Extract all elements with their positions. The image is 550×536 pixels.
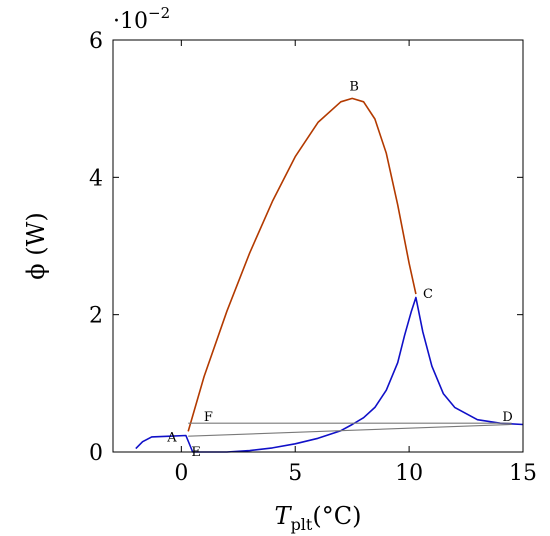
x-axis-label: Tplt(°C) <box>275 502 362 534</box>
axis-ticks: 0 5 10 15 0 2 4 6 <box>89 29 537 486</box>
x-tick-label: 5 <box>288 461 302 486</box>
point-label-f: F <box>204 410 213 425</box>
y-scale-factor: ·10−2 <box>113 4 170 34</box>
y-scale-base: ·10 <box>113 9 148 34</box>
point-label-a: A <box>166 431 177 446</box>
x-axis-label-subscript: plt <box>291 515 313 534</box>
plot-frame <box>112 39 524 453</box>
series-curve-3 <box>188 423 512 437</box>
y-tick-label: 0 <box>89 441 103 466</box>
y-tick-label: 4 <box>89 166 103 191</box>
x-axis-label-symbol: T <box>275 502 293 530</box>
y-axis-label: ϕ (W) <box>22 212 50 279</box>
point-label-e: E <box>191 445 201 460</box>
series-curve-2 <box>135 296 524 453</box>
point-label-c: C <box>423 287 433 302</box>
data-curves <box>135 97 524 453</box>
point-annotations: A B C D E F <box>166 79 513 460</box>
x-tick-label: 10 <box>395 461 423 486</box>
y-tick-label: 2 <box>89 304 103 329</box>
y-scale-exponent: −2 <box>148 4 170 22</box>
x-tick-label: 0 <box>174 461 188 486</box>
y-tick-label: 6 <box>89 29 103 54</box>
point-label-d: D <box>502 410 512 425</box>
x-axis-label-unit: (°C) <box>312 502 361 530</box>
x-tick-label: 15 <box>509 461 537 486</box>
series-curve-1 <box>187 97 417 432</box>
point-label-b: B <box>349 79 359 94</box>
